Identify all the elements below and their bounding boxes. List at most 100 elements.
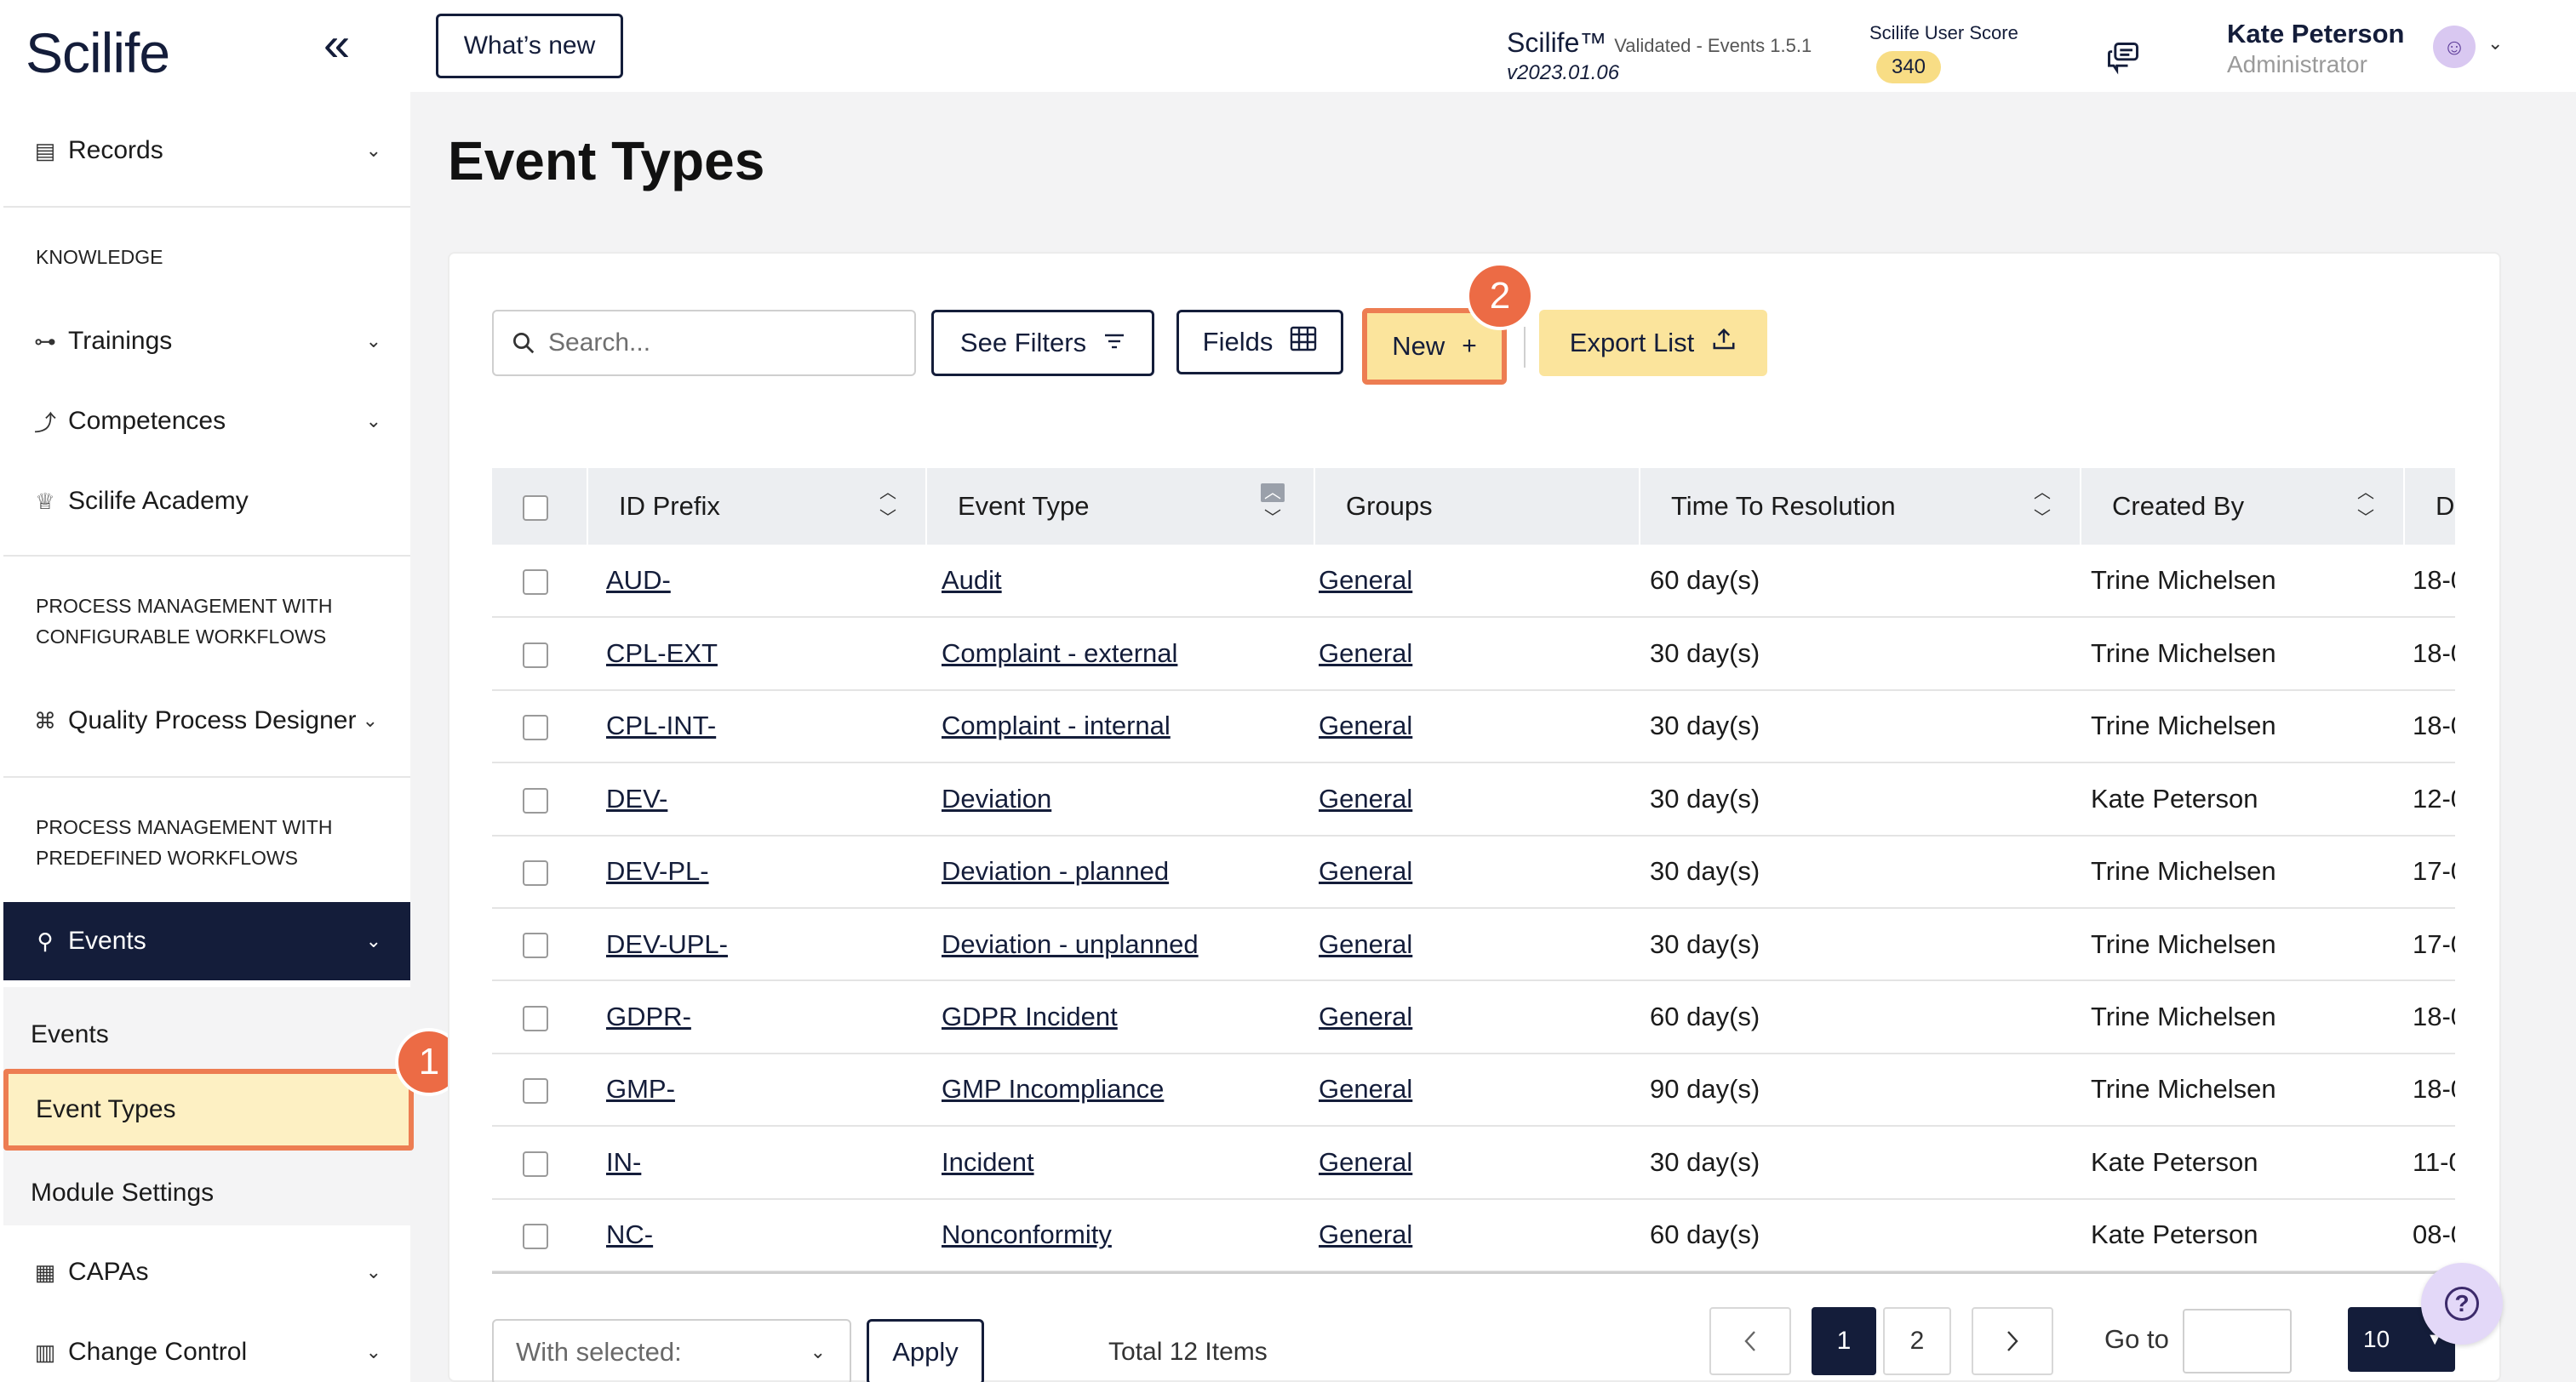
apply-button[interactable]: Apply xyxy=(867,1319,984,1382)
column-header-created-by[interactable]: Created By ︿ ﹀ xyxy=(2081,468,2405,545)
row-checkbox[interactable] xyxy=(523,1005,548,1031)
event-type-link[interactable]: Nonconformity xyxy=(942,1219,1112,1250)
column-header-id-prefix[interactable]: ID Prefix ︿ ﹀ xyxy=(587,468,927,545)
group-link[interactable]: General xyxy=(1319,1146,1413,1177)
id-prefix-link[interactable]: GDPR- xyxy=(606,1002,691,1032)
row-checkbox[interactable] xyxy=(523,787,548,814)
sidebar-item-academy[interactable]: ♕ Scilife Academy xyxy=(3,465,410,538)
row-checkbox[interactable] xyxy=(523,569,548,595)
group-link[interactable]: General xyxy=(1319,928,1413,959)
id-prefix-link[interactable]: NC- xyxy=(606,1219,654,1250)
table-row[interactable]: AUD- Audit General 60 day(s) Trine Michelsen… xyxy=(492,545,2455,619)
group-link[interactable]: General xyxy=(1319,638,1413,669)
sidebar-item-capas[interactable]: ▦ CAPAs ⌄ xyxy=(3,1236,410,1309)
id-prefix-link[interactable]: DEV- xyxy=(606,783,668,814)
table-row[interactable]: GMP- GMP Incompliance General 90 day(s) Trin… xyxy=(492,1053,2455,1128)
bulk-action-select[interactable]: With selected: ⌄ xyxy=(492,1319,851,1382)
group-link[interactable]: General xyxy=(1319,783,1413,814)
event-type-link[interactable]: Deviation - planned xyxy=(942,856,1170,887)
total-items: Total 12 Items xyxy=(1108,1338,1268,1366)
next-page-button[interactable] xyxy=(1972,1307,2053,1375)
event-type-link[interactable]: Incident xyxy=(942,1146,1034,1177)
prev-page-button[interactable] xyxy=(1709,1307,1791,1375)
sidebar-item-quality-process-designer[interactable]: ⌘ Quality Process Designer ⌄ xyxy=(3,684,410,757)
column-header-time-to-resolution[interactable]: Time To Resolution ︿ ﹀ xyxy=(1640,468,2081,545)
section-label-predefined: PROCESS MANAGEMENT WITH PREDEFINED WORKF… xyxy=(36,812,332,873)
id-prefix-link[interactable]: DEV-PL- xyxy=(606,856,709,887)
group-link[interactable]: General xyxy=(1319,1219,1413,1250)
sidebar-item-competences[interactable]: ⤴ Competences ⌄ xyxy=(3,385,410,458)
table-row[interactable]: CPL-EXT Complaint - external General 30 day… xyxy=(492,617,2455,691)
event-type-link[interactable]: Complaint - internal xyxy=(942,711,1171,741)
sidebar-item-label: Scilife Academy xyxy=(68,487,249,515)
submenu-item-module-settings[interactable]: Module Settings xyxy=(31,1179,215,1207)
page-button-current[interactable]: 1 xyxy=(1812,1307,1876,1375)
row-checkbox[interactable] xyxy=(523,642,548,668)
collapse-sidebar-icon[interactable]: « xyxy=(323,17,351,71)
event-type-link[interactable]: Deviation xyxy=(942,783,1052,814)
id-prefix-link[interactable]: CPL-INT- xyxy=(606,711,717,741)
sidebar-item-trainings[interactable]: ⊶ Trainings ⌄ xyxy=(3,305,410,378)
table-row[interactable]: GDPR- GDPR Incident General 60 day(s) Trine … xyxy=(492,980,2455,1054)
help-button[interactable]: ? xyxy=(2421,1263,2503,1345)
upload-icon xyxy=(1711,327,1737,359)
page-button[interactable]: 2 xyxy=(1883,1307,1951,1375)
table-row[interactable]: DEV-PL- Deviation - planned General 30 day(… xyxy=(492,835,2455,909)
column-header-event-type[interactable]: Event Type ︿ ﹀ xyxy=(926,468,1315,545)
id-prefix-link[interactable]: AUD- xyxy=(606,565,671,596)
sidebar-item-change-control[interactable]: ▥ Change Control ⌄ xyxy=(3,1316,410,1382)
row-checkbox[interactable] xyxy=(523,1224,548,1250)
cell-groups: General xyxy=(1314,762,1640,837)
avatar[interactable]: ☺ xyxy=(2433,26,2476,68)
column-header-date-created[interactable]: Date Created xyxy=(2404,468,2455,545)
export-list-button[interactable]: Export List xyxy=(1539,310,1767,376)
goto-page-input[interactable] xyxy=(2183,1309,2292,1373)
row-checkbox[interactable] xyxy=(523,860,548,887)
table-row[interactable]: DEV-UPL- Deviation - unplanned General 30 d… xyxy=(492,907,2455,982)
chevron-down-icon[interactable]: ⌄ xyxy=(2487,32,2504,54)
app-logo[interactable]: Scilife xyxy=(26,21,170,84)
group-link[interactable]: General xyxy=(1319,1002,1413,1032)
see-filters-button[interactable]: See Filters xyxy=(931,310,1154,376)
group-link[interactable]: General xyxy=(1319,856,1413,887)
submenu-item-event-types[interactable]: Event Types xyxy=(3,1069,414,1151)
event-type-link[interactable]: Deviation - unplanned xyxy=(942,928,1199,959)
row-checkbox[interactable] xyxy=(523,1151,548,1177)
fields-button[interactable]: Fields xyxy=(1176,310,1343,374)
group-link[interactable]: General xyxy=(1319,1074,1413,1105)
chat-icon[interactable] xyxy=(2104,39,2142,85)
table-row[interactable]: IN- Incident General 30 day(s) Kate Peterson… xyxy=(492,1126,2455,1200)
group-link[interactable]: General xyxy=(1319,711,1413,741)
search-input[interactable] xyxy=(548,328,906,357)
id-prefix-link[interactable]: DEV-UPL- xyxy=(606,928,728,959)
sidebar-item-records[interactable]: ▤ Records ⌄ xyxy=(3,114,410,187)
id-prefix-link[interactable]: IN- xyxy=(606,1146,642,1177)
row-checkbox[interactable] xyxy=(523,715,548,741)
table-row[interactable]: DEV- Deviation General 30 day(s) Kate Peters… xyxy=(492,762,2455,837)
select-all-checkbox[interactable] xyxy=(523,494,548,521)
search-box[interactable] xyxy=(492,310,916,376)
sort-icon[interactable]: ︿ ﹀ xyxy=(2034,483,2051,528)
table-row[interactable]: CPL-INT- Complaint - internal General 30 da… xyxy=(492,689,2455,764)
id-prefix-link[interactable]: GMP- xyxy=(606,1074,675,1105)
table-row[interactable]: NC- Nonconformity General 60 day(s) Kate Pet… xyxy=(492,1198,2455,1272)
group-link[interactable]: General xyxy=(1319,565,1413,596)
sidebar-item-events[interactable]: ⚲ Events ⌄ xyxy=(3,902,410,980)
created-by: Trine Michelsen xyxy=(2091,638,2276,669)
row-checkbox[interactable] xyxy=(523,933,548,959)
row-checkbox[interactable] xyxy=(523,1078,548,1105)
sort-icon[interactable]: ︿ ﹀ xyxy=(2357,483,2374,528)
user-name[interactable]: Kate Peterson xyxy=(2227,19,2405,49)
id-prefix-link[interactable]: CPL-EXT xyxy=(606,638,718,669)
time-to-resolution: 60 day(s) xyxy=(1650,565,1760,596)
sort-icon[interactable]: ︿ ﹀ xyxy=(879,483,896,528)
submenu-item-events[interactable]: Events xyxy=(31,1020,109,1048)
event-type-link[interactable]: Complaint - external xyxy=(942,638,1178,669)
callout-step-2: 2 xyxy=(1466,262,1534,330)
event-type-link[interactable]: GDPR Incident xyxy=(942,1002,1118,1032)
cell-groups: General xyxy=(1314,1198,1640,1272)
event-type-link[interactable]: GMP Incompliance xyxy=(942,1074,1165,1105)
sort-icon[interactable]: ︿ ﹀ xyxy=(1261,480,1285,531)
event-type-link[interactable]: Audit xyxy=(942,565,1002,596)
whats-new-button[interactable]: What’s new xyxy=(436,14,623,78)
